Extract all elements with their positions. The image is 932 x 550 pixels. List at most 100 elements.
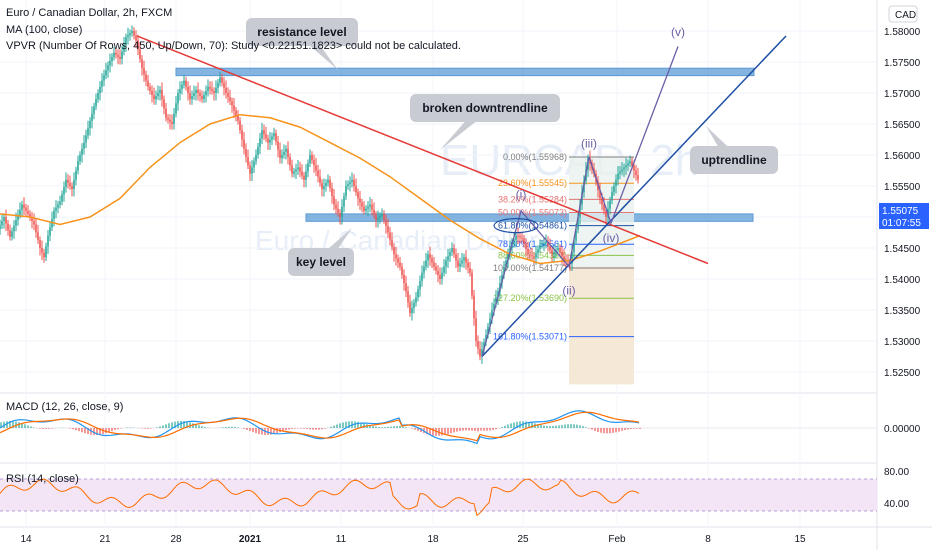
macd-histogram-bar	[429, 428, 431, 436]
macd-histogram-bar	[633, 428, 635, 429]
price-candle-body	[551, 250, 553, 255]
moving-average	[0, 113, 641, 265]
price-candle-body	[517, 235, 519, 237]
price-candle-body	[99, 86, 101, 93]
price-candle-body	[355, 186, 357, 193]
y-tick-label: 1.53000	[884, 337, 921, 348]
price-candle-body	[77, 161, 79, 171]
price-candle-body	[125, 37, 127, 45]
price-candle-body	[603, 204, 605, 211]
price-candle-body	[229, 97, 231, 102]
elliott-wave-path	[481, 46, 679, 357]
macd-histogram-bar	[417, 428, 419, 431]
macd-histogram-bar	[531, 422, 533, 428]
macd-histogram-bar	[621, 428, 623, 431]
macd-histogram-bar	[513, 422, 515, 428]
price-candle-body	[541, 243, 543, 245]
price-candle-body	[43, 252, 45, 258]
fib-level-label: 161.80%(1.53071)	[493, 332, 567, 342]
macd-histogram-bar	[108, 428, 110, 433]
callout-box	[690, 146, 778, 174]
macd-histogram-bar	[411, 428, 413, 429]
price-candle-body	[171, 121, 173, 124]
price-candle-body	[495, 297, 497, 304]
macd-histogram-bar	[537, 424, 539, 428]
price-candle-body	[493, 303, 495, 310]
price-candle-body	[137, 40, 139, 50]
price-candle-body	[67, 179, 69, 183]
price-candle-body	[45, 246, 47, 258]
macd-histogram-bar	[375, 426, 377, 428]
price-candle-body	[191, 96, 193, 100]
macd-histogram-bar	[594, 428, 596, 431]
price-candle-body	[103, 75, 105, 81]
macd-histogram-bar	[42, 428, 44, 429]
macd-histogram-bar	[588, 428, 590, 429]
price-candle-body	[147, 80, 149, 87]
macd-histogram-bar	[585, 427, 587, 428]
price-candle-body	[433, 262, 435, 267]
price-candle-body	[57, 204, 59, 208]
macd-histogram-bar	[468, 428, 470, 431]
price-candle-body	[323, 186, 325, 190]
macd-histogram-bar	[27, 425, 29, 428]
macd-histogram-bar	[87, 428, 89, 435]
price-candle-body	[163, 99, 165, 109]
price-candle-body	[0, 225, 1, 230]
price-candle-body	[485, 334, 487, 343]
price-candle-body	[437, 270, 439, 275]
price-candle-body	[369, 204, 371, 207]
price-candle-body	[209, 86, 211, 89]
price-candle-body	[389, 232, 391, 240]
price-candle-body	[135, 35, 137, 41]
macd-histogram-bar	[504, 425, 506, 428]
price-candle-body	[361, 202, 363, 207]
price-candle-body	[625, 165, 627, 168]
macd-histogram-bar	[450, 428, 452, 434]
price-candle-body	[557, 248, 559, 251]
fib-level-label: 50.00%(1.55073)	[498, 207, 567, 217]
price-candle-body	[519, 236, 521, 238]
macd-histogram-bar	[618, 428, 620, 432]
fib-level-label: 78.60%(1.54561)	[498, 239, 567, 249]
price-candle-body	[357, 192, 359, 199]
price-candle-body	[161, 89, 163, 100]
price-candle-body	[529, 254, 531, 256]
price-candle-body	[127, 35, 129, 38]
macd-histogram-bar	[333, 425, 335, 428]
price-candle-body	[75, 170, 77, 180]
macd-histogram-bar	[576, 424, 578, 428]
price-candle-body	[263, 130, 265, 135]
price-candle-body	[85, 135, 87, 143]
price-candle-body	[345, 186, 347, 197]
price-candle-body	[445, 260, 447, 267]
price-candle-body	[291, 165, 293, 174]
grid	[0, 0, 877, 527]
price-candle-body	[417, 289, 419, 298]
macd-histogram-bar	[396, 425, 398, 428]
macd-histogram-bar	[141, 428, 143, 429]
price-candle-body	[165, 108, 167, 118]
price-candle-body	[599, 190, 601, 199]
macd-histogram-bar	[312, 428, 314, 430]
price-candle-body	[59, 201, 61, 205]
y-tick-label: 1.56500	[884, 120, 921, 131]
macd-histogram-bar	[510, 423, 512, 428]
macd-histogram-bar	[255, 428, 257, 434]
macd-histogram-bar	[393, 426, 395, 428]
macd-histogram-bar	[48, 428, 50, 429]
price-candle-body	[243, 139, 245, 149]
y-tick-label: 1.53500	[884, 306, 921, 317]
price-candle-body	[343, 196, 345, 207]
macd-histogram-bar	[540, 424, 542, 428]
price-candle-body	[377, 218, 379, 221]
price-candle-body	[543, 242, 545, 244]
currency-badge[interactable]	[888, 5, 918, 23]
macd-histogram-bar	[99, 428, 101, 435]
price-candle-body	[553, 252, 555, 255]
price-candle-body	[273, 133, 275, 137]
price-candle-body	[413, 302, 415, 308]
price-candle-body	[399, 262, 401, 267]
price-candle-body	[481, 349, 483, 357]
